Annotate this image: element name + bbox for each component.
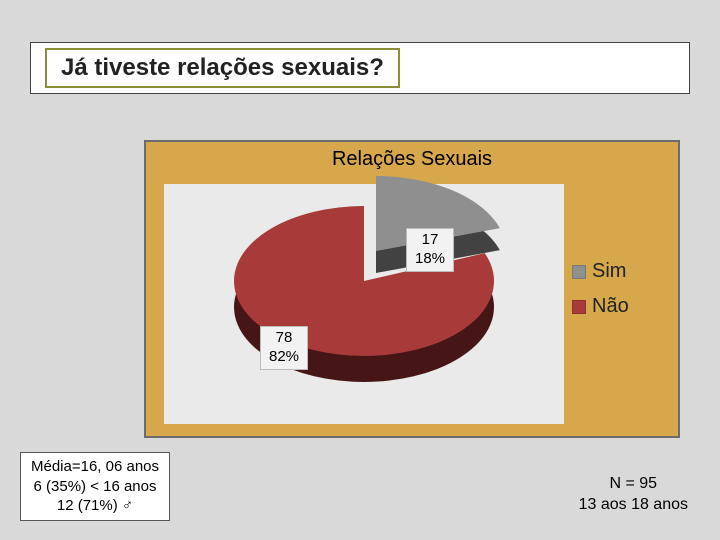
legend-label-nao: Não [592,295,629,318]
legend-swatch-nao [572,300,586,314]
legend: Sim Não [572,260,664,330]
stats-line-3: 12 (71%) ♂ [31,496,159,516]
legend-item-nao: Não [572,295,664,318]
stats-line-2: 6 (35%) < 16 anos [31,477,159,497]
label-nao-count: 78 [276,329,293,346]
stats-line-1: Média=16, 06 anos [31,457,159,477]
label-sim-count: 17 [422,231,439,248]
footnote: N = 95 13 aos 18 anos [579,474,688,516]
title-bar: Já tiveste relações sexuais? [30,42,690,94]
label-sim-pct: 18% [415,250,445,267]
stats-box: Média=16, 06 anos 6 (35%) < 16 anos 12 (… [20,452,170,521]
footnote-line-1: N = 95 [579,474,688,495]
title-box: Já tiveste relações sexuais? [45,48,400,88]
plot-area: 17 18% 78 82% [164,184,564,424]
legend-swatch-sim [572,265,586,279]
data-label-nao: 78 82% [260,326,308,370]
label-nao-pct: 82% [269,348,299,365]
footnote-line-2: 13 aos 18 anos [579,495,688,516]
page-title: Já tiveste relações sexuais? [61,54,384,81]
data-label-sim: 17 18% [406,228,454,272]
pie-chart [234,196,494,416]
chart-panel: Relações Sexuais 17 18% 78 82% [144,140,680,438]
pie-slice-sim-wrap [246,176,506,344]
legend-item-sim: Sim [572,260,664,283]
legend-label-sim: Sim [592,260,626,283]
chart-title: Relações Sexuais [146,148,678,171]
